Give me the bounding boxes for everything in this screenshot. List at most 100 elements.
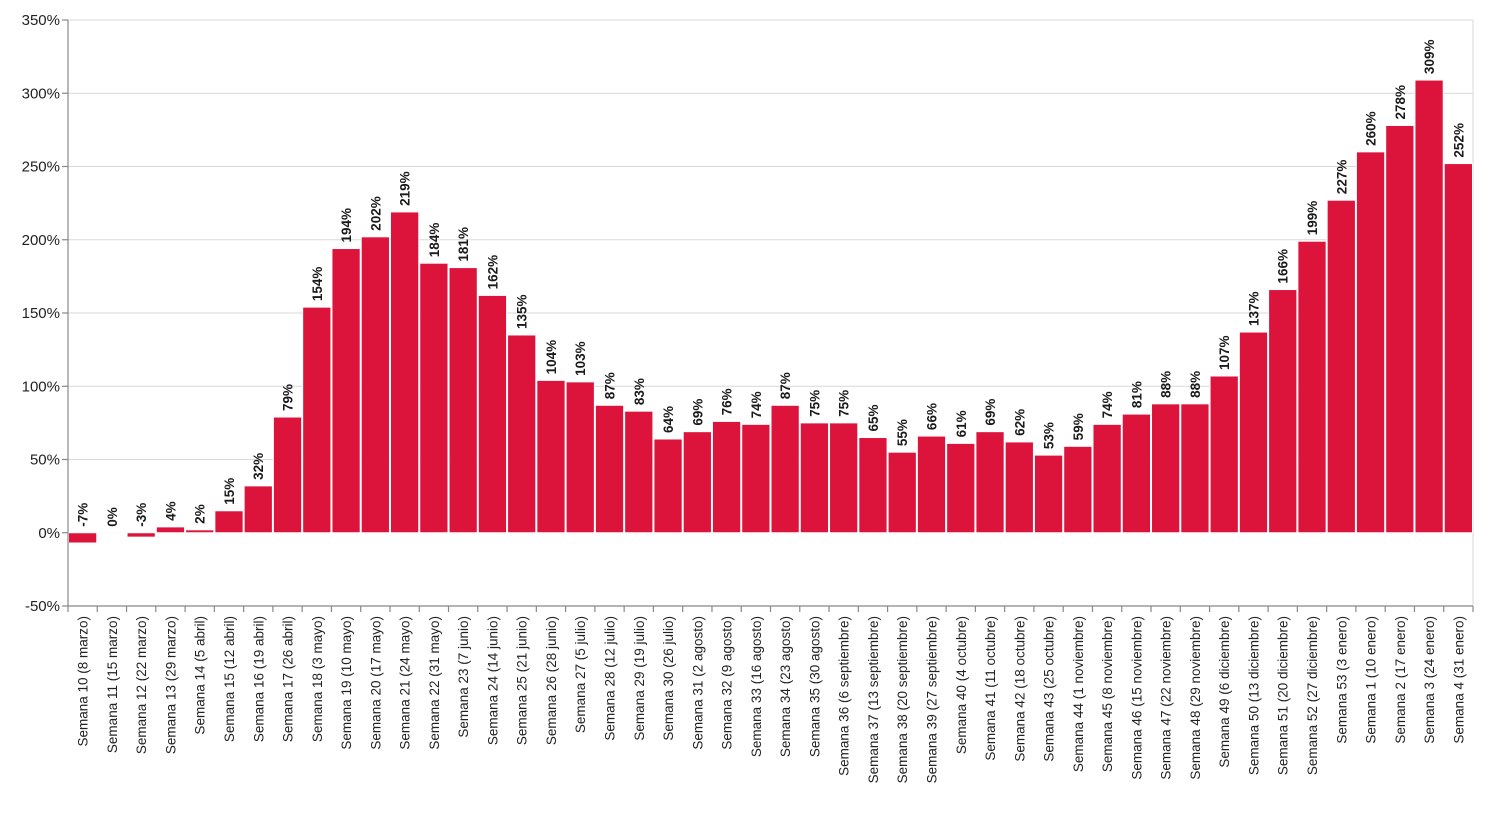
data-label: 135% bbox=[515, 294, 530, 329]
x-tick-label: Semana 34 (23 agosto) bbox=[778, 616, 793, 757]
bar bbox=[1180, 403, 1210, 534]
data-label: 154% bbox=[310, 267, 325, 302]
data-label: 65% bbox=[866, 404, 881, 431]
bar bbox=[68, 532, 98, 544]
x-tick-label: Semana 38 (20 septiembre) bbox=[895, 616, 910, 783]
data-label: 88% bbox=[1159, 371, 1174, 398]
x-tick-label: Semana 53 (3 enero) bbox=[1334, 616, 1349, 744]
data-label: 166% bbox=[1276, 249, 1291, 284]
bar bbox=[1414, 79, 1444, 534]
x-tick-label: Semana 39 (27 septiembre) bbox=[924, 616, 939, 783]
bar bbox=[624, 410, 654, 534]
x-tick-label: Semana 22 (31 mayo) bbox=[427, 616, 442, 750]
bar bbox=[1443, 163, 1473, 534]
x-tick-label: Semana 28 (12 julio) bbox=[603, 616, 618, 741]
x-tick-label: Semana 29 (19 julio) bbox=[632, 616, 647, 741]
x-tick-label: Semana 50 (13 diciembre) bbox=[1246, 616, 1261, 775]
bar bbox=[155, 526, 186, 534]
x-tick-label: Semana 15 (12 abril) bbox=[222, 616, 237, 742]
data-label: 227% bbox=[1334, 160, 1349, 195]
bar bbox=[1209, 375, 1239, 534]
x-tick-label: Semana 46 (15 noviembre) bbox=[1129, 616, 1144, 780]
x-tick-label: Semana 24 (14 junio) bbox=[485, 616, 500, 745]
bar bbox=[1297, 240, 1327, 534]
y-tick-label: -50% bbox=[25, 598, 60, 615]
data-label: 4% bbox=[163, 501, 178, 521]
bar bbox=[1121, 413, 1152, 534]
data-label: 75% bbox=[807, 390, 822, 417]
data-label: 69% bbox=[690, 399, 705, 426]
bar bbox=[185, 529, 215, 534]
bar bbox=[946, 442, 976, 534]
data-label: 15% bbox=[222, 478, 237, 505]
data-label: 278% bbox=[1393, 85, 1408, 120]
bar bbox=[770, 404, 800, 534]
data-label: 199% bbox=[1305, 201, 1320, 236]
data-label: 74% bbox=[749, 391, 764, 418]
bar bbox=[302, 306, 332, 534]
x-tick-label: Semana 44 (1 noviembre) bbox=[1071, 616, 1086, 772]
x-tick-label: Semana 21 (24 mayo) bbox=[398, 616, 413, 750]
bar bbox=[97, 532, 127, 535]
x-tick-label: Semana 45 (8 noviembre) bbox=[1100, 616, 1115, 772]
data-label: 55% bbox=[895, 419, 910, 446]
x-tick-label: Semana 52 (27 diciembre) bbox=[1305, 616, 1320, 775]
x-tick-label: Semana 51 (20 diciembre) bbox=[1276, 616, 1291, 775]
bar bbox=[653, 438, 683, 534]
bar bbox=[682, 431, 712, 534]
data-label: 81% bbox=[1129, 381, 1144, 408]
bar bbox=[799, 422, 830, 534]
x-tick-label: Semana 2 (17 enero) bbox=[1393, 616, 1408, 744]
bar bbox=[272, 416, 303, 534]
x-tick-label: Semana 18 (3 mayo) bbox=[310, 616, 325, 742]
data-label: 74% bbox=[1100, 391, 1115, 418]
data-label: 2% bbox=[193, 504, 208, 524]
data-label: 83% bbox=[632, 378, 647, 405]
x-tick-label: Semana 27 (5 julio) bbox=[573, 616, 588, 733]
data-label: 87% bbox=[778, 372, 793, 399]
data-label: 75% bbox=[837, 390, 852, 417]
bar bbox=[565, 381, 595, 534]
bars bbox=[68, 79, 1473, 544]
x-tick-label: Semana 36 (6 septiembre) bbox=[837, 616, 852, 776]
y-axis-tick-labels: -50% 0% 50% 100% 150% 200% 250% 300% 350% bbox=[22, 12, 60, 615]
y-tick-label: 350% bbox=[22, 12, 60, 29]
bar bbox=[1385, 124, 1415, 534]
bar bbox=[507, 334, 537, 534]
x-tick-label: Semana 14 (5 abril) bbox=[193, 616, 208, 735]
bar bbox=[858, 437, 888, 534]
bar bbox=[1238, 331, 1269, 534]
x-tick-label: Semana 25 (21 junio) bbox=[515, 616, 530, 745]
data-label: 32% bbox=[251, 453, 266, 480]
y-tick-label: 50% bbox=[30, 452, 60, 469]
data-label: 66% bbox=[924, 403, 939, 430]
x-tick-label: Semana 35 (30 agosto) bbox=[807, 616, 822, 757]
x-tick-label: Semana 32 (9 agosto) bbox=[720, 616, 735, 750]
data-label: 309% bbox=[1422, 40, 1437, 75]
x-tick-label: Semana 10 (8 marzo) bbox=[76, 616, 91, 747]
bar bbox=[1326, 199, 1356, 534]
x-tick-label: Semana 41 (11 octubre) bbox=[983, 616, 998, 761]
bar bbox=[975, 431, 1005, 534]
data-label: 88% bbox=[1188, 371, 1203, 398]
bar bbox=[1151, 403, 1181, 534]
data-label: 79% bbox=[281, 384, 296, 411]
data-label: 76% bbox=[720, 388, 735, 415]
y-tick-label: 250% bbox=[22, 159, 60, 176]
x-tick-label: Semana 4 (31 enero) bbox=[1451, 616, 1466, 744]
x-tick-label: Semana 42 (18 octubre) bbox=[1012, 616, 1027, 762]
y-tick-label: 0% bbox=[38, 525, 60, 542]
y-tick-label: 150% bbox=[22, 305, 60, 322]
data-label: 103% bbox=[573, 341, 588, 376]
bar bbox=[887, 451, 917, 534]
bar bbox=[711, 420, 742, 534]
data-label: 104% bbox=[544, 340, 559, 375]
data-label: 219% bbox=[398, 171, 413, 206]
x-tick-label: Semana 48 (29 noviembre) bbox=[1188, 616, 1203, 780]
bar bbox=[1092, 423, 1122, 534]
data-label: 162% bbox=[485, 255, 500, 290]
bar bbox=[916, 435, 947, 534]
x-tick-label: Semana 16 (19 abril) bbox=[251, 616, 266, 742]
data-label: -3% bbox=[134, 503, 149, 527]
